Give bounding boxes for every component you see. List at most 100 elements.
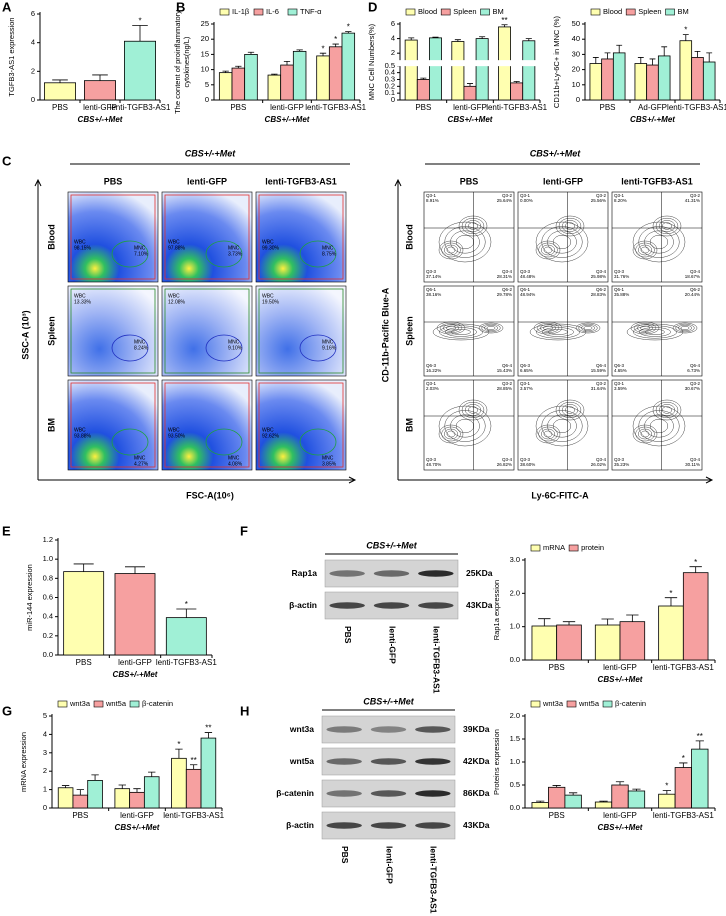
quadrant-value: 2.03% [426,386,439,391]
gate-value: 97.88% [168,245,186,251]
contour [438,424,464,444]
bar [63,571,105,656]
error-bar [626,614,639,622]
blot-band [370,758,407,765]
contour [461,217,485,235]
blot-band [326,822,362,829]
quadrant-value: 8.20% [614,198,627,203]
quadrant-name: Q3-4 [596,457,607,462]
quadrant-name: Q6-2 [502,287,513,292]
lane-label: lenti-GFP [387,626,397,664]
y-tick-label: 2 [31,66,35,75]
quadrant-value: 20.44% [685,292,700,297]
row-header: BM [46,418,56,432]
y-tick-label: 4 [31,38,35,47]
contour [438,221,492,263]
x-tick-label: lenti-TGFB3-AS1 [305,103,366,112]
legend-label: wnt5a [105,699,127,708]
wbc-gate [164,382,250,468]
y-axis-label: cytokines(ng/L) [182,36,191,87]
error-bar [679,762,688,768]
x-tick-label: PBS [549,811,565,820]
bar [84,80,117,101]
bar [171,757,187,809]
gate-value: 93.50% [168,433,186,439]
contour [481,323,501,333]
gate-label: WBC [168,239,180,245]
contour-plot [517,379,609,471]
legend-swatch [219,8,230,16]
significance: * [138,17,141,26]
quadrant-value: 25.56% [591,198,606,203]
error-bar [538,618,551,626]
x-tick-label: PBS [230,103,246,112]
gate-label: MNC [322,245,334,251]
bar [416,79,430,101]
quadrant-value: 31.64% [591,386,606,391]
contour [564,222,576,230]
quadrant-value: 38.60% [520,462,535,467]
quadrant-name: Q3-2 [690,193,701,198]
size-label: 39KDa [463,724,490,734]
error-bar [432,36,439,38]
panel-label: H [240,703,249,718]
x-axis-label: CBS+/-+Met [598,675,643,684]
x-tick-label: Ad-GFP [638,103,667,112]
gate-label: WBC [74,239,86,245]
contour [640,246,650,254]
contour [486,326,496,330]
contour [441,426,461,442]
y-tick-label: 0.5 [385,61,395,70]
bar [634,63,648,101]
y-tick-label: 0.5 [510,780,520,789]
quadrant-value: 28.31% [497,274,512,279]
lane-label: lenti-TGFB3-AS1 [429,846,439,914]
error-bar [271,73,278,76]
contour [652,399,682,421]
legend-swatch [253,8,264,16]
legend-label: BM [493,7,504,16]
error-bar [599,800,608,803]
bar [531,625,558,661]
bar [531,802,549,809]
mnc-gate [299,240,337,268]
contour [658,404,676,416]
column-header: lenti-GFP [187,176,227,186]
error-bar [501,24,508,27]
error-bar [562,621,576,625]
error-bar [235,65,242,69]
contour [458,215,488,237]
gate-value: 4.08% [228,461,243,467]
bar [44,82,77,101]
contour [655,217,679,235]
quadrant-name: Q3-1 [426,193,437,198]
y-tick-label: 1.2 [43,535,53,544]
y-tick-label: 2.0 [510,588,520,597]
significance: ** [205,724,211,733]
error-bar [132,25,148,42]
legend-label: Blood [603,7,622,16]
y-tick-label: 0 [31,95,35,104]
contour [632,424,658,444]
error-bar [706,52,713,62]
quadrant-value: 25.98% [591,274,606,279]
bar [702,61,716,101]
error-bar [466,83,474,87]
quadrant-name: Q3-4 [502,269,513,274]
contour [535,405,589,447]
blot-band [329,602,365,609]
y-arrow [394,178,402,480]
quadrant-value: 15.43% [497,368,512,373]
error-bar [296,49,303,52]
contour [444,428,458,440]
group-title: CBS+/-+Met [366,540,418,550]
contour [446,430,456,438]
y-tick-label: 4 [43,729,47,738]
y-tick-label: 1 [43,785,47,794]
gate-label: MNC [322,455,334,461]
contour-plot [517,191,609,283]
y-axis-label: mRNA expression [19,732,28,792]
contour [680,326,690,330]
y-axis-label: CD11b+Ly-6C+ in MNC (%) [552,15,561,108]
quadrant-value: 41.31% [685,198,700,203]
